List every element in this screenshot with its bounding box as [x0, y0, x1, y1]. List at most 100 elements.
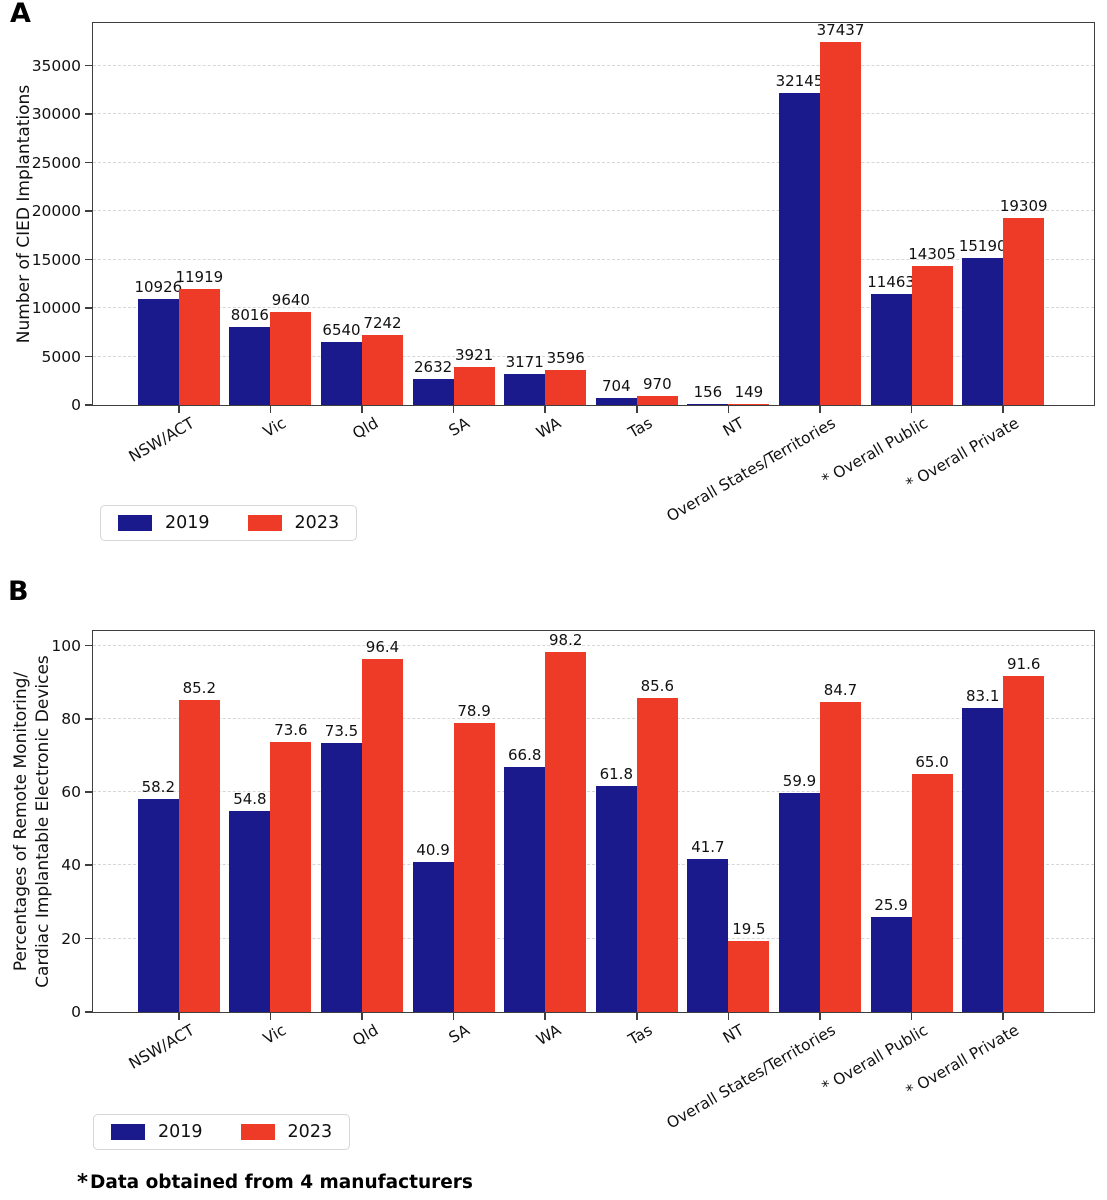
panel-b-plot-area: 0 20 40 60 80 100 58.2 85.2 NSW/ACT 54.8 73.6 Vic 73…: [51, 630, 1095, 1132]
bar-2019-WA: [504, 374, 546, 405]
bar-2023-Qld: [362, 334, 403, 405]
x-tick-mark: [361, 1012, 363, 1020]
y-tick-label: 15000: [31, 250, 81, 269]
x-tick-label: NSW/ACT: [125, 414, 198, 466]
panel-a-legend: 2019 2023: [100, 505, 358, 541]
panel-b-label: B: [8, 576, 30, 607]
bar-2023-NSW/ACT: [178, 289, 220, 405]
bar-value-label: 19.5: [732, 919, 766, 938]
gridline-100: [93, 644, 1094, 646]
bar-value-label: 37437: [816, 21, 865, 40]
bar-value-label: 83.1: [965, 686, 1000, 705]
x-tick-mark: [910, 405, 913, 413]
panel-a-label: A: [10, 0, 32, 29]
bar-value-label: 66.8: [507, 746, 542, 765]
gridline-30000: [93, 113, 1094, 115]
bar-2023-Qld: [362, 658, 403, 1012]
y-tick-mark: [85, 791, 93, 793]
bar-value-label: 11463: [867, 272, 915, 291]
bar-value-label: 59.9: [782, 771, 817, 790]
legend-item-2023: 2023: [240, 1122, 333, 1142]
bar-value-label: 3921: [455, 345, 494, 364]
x-tick-label: Qld: [349, 1021, 381, 1050]
bar-value-label: 78.9: [457, 701, 491, 720]
legend-label-2023: 2023: [287, 1122, 333, 1142]
x-tick-label: WA: [533, 1021, 565, 1050]
bar-value-label: 61.8: [599, 764, 633, 783]
bar-2019-NT: [687, 403, 729, 405]
footnote-asterisk: *: [77, 1170, 88, 1194]
bar-2023-SA: [453, 722, 495, 1012]
bar-2023-NT: [728, 940, 770, 1012]
bar-2019-* Overall Public: [870, 293, 912, 405]
bar-2023-WA: [545, 652, 587, 1012]
bar-2019-Overall States/Territories: [779, 792, 820, 1012]
bar-2019-* Overall Public: [870, 917, 912, 1012]
y-tick-mark: [85, 864, 93, 867]
y-tick-mark: [85, 307, 93, 309]
bar-2019-* Overall Private: [962, 257, 1004, 405]
gridline-60: [93, 791, 1094, 793]
y-tick-label: 0: [71, 396, 81, 414]
bar-2019-SA: [412, 862, 454, 1012]
bar-2023-* Overall Private: [1003, 676, 1045, 1012]
x-tick-mark: [544, 1012, 547, 1020]
gridline-10000: [93, 307, 1094, 309]
legend-item-2019: 2019: [118, 513, 210, 533]
panel-b-y-axis-title-line2: Cardiac Implantable Electronic Devices: [33, 655, 53, 988]
x-tick-label: NT: [720, 1021, 748, 1048]
bar-value-label: 11919: [175, 268, 224, 287]
bar-2019-Vic: [229, 327, 271, 405]
bar-2023-Vic: [270, 311, 312, 405]
legend-item-2019: 2019: [111, 1122, 203, 1142]
bar-2019-NSW/ACT: [137, 299, 179, 405]
y-tick-label: 40: [61, 856, 81, 875]
bar-value-label: 149: [734, 382, 764, 401]
y-tick-mark: [85, 644, 93, 647]
bar-value-label: 3171: [505, 353, 544, 372]
x-tick-mark: [544, 405, 547, 413]
legend-swatch-2019: [118, 515, 152, 531]
y-tick-label: 100: [51, 636, 81, 655]
gridline-40: [93, 864, 1094, 866]
legend-swatch-2023: [247, 515, 282, 531]
bar-2019-Vic: [229, 811, 271, 1012]
bar-value-label: 25.9: [874, 896, 908, 915]
y-tick-label: 80: [61, 709, 81, 728]
x-tick-label: Qld: [349, 414, 381, 443]
x-tick-label: NT: [720, 414, 748, 441]
y-tick-label: 20: [61, 929, 81, 948]
bar-value-label: 91.6: [1006, 655, 1041, 674]
x-tick-label: Tas: [625, 414, 656, 442]
gridline-15000: [93, 258, 1094, 260]
x-tick-label: WA: [533, 414, 565, 443]
panel-b-y-axis-title-line1: Percentages of Remote Monitoring/: [11, 671, 31, 972]
bar-2023-SA: [453, 366, 495, 405]
x-tick-label: Vic: [260, 1021, 290, 1049]
bar-value-label: 85.6: [640, 677, 674, 696]
bar-value-label: 6540: [322, 320, 361, 339]
bar-value-label: 65.0: [915, 752, 949, 771]
x-tick-label: NSW/ACT: [125, 1021, 198, 1073]
x-tick-mark: [1002, 405, 1005, 413]
x-tick-mark: [819, 1012, 821, 1020]
legend-item-2023: 2023: [247, 513, 339, 533]
bar-value-label: 8016: [230, 306, 269, 325]
x-tick-mark: [727, 405, 730, 413]
bar-value-label: 15190: [958, 236, 1007, 255]
x-tick-mark: [361, 405, 363, 413]
bar-2023-* Overall Private: [1003, 217, 1045, 405]
y-tick-mark: [85, 355, 93, 358]
bar-value-label: 54.8: [233, 790, 267, 809]
gridline-80: [93, 717, 1094, 719]
bar-value-label: 704: [601, 377, 631, 396]
bar-value-label: 73.5: [324, 721, 359, 740]
y-tick-mark: [85, 404, 93, 406]
bar-value-label: 85.2: [182, 678, 216, 697]
x-tick-label: Tas: [625, 1021, 656, 1049]
bar-2023-* Overall Public: [911, 266, 953, 405]
x-tick-mark: [819, 405, 821, 413]
bar-value-label: 96.4: [365, 637, 400, 656]
bar-2019-Overall States/Territories: [779, 93, 820, 405]
gridline-35000: [93, 64, 1094, 66]
